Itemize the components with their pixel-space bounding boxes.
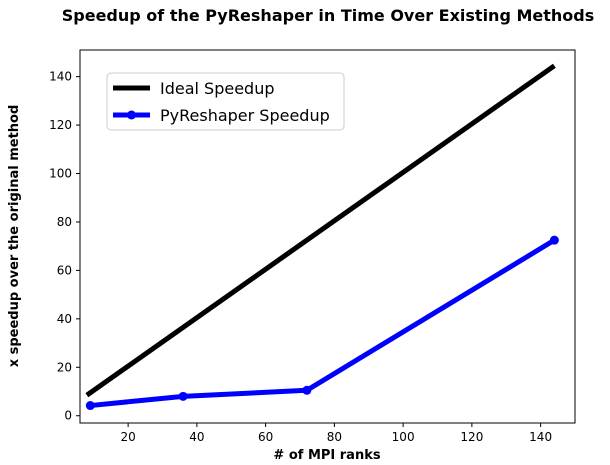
plot-frame [79,49,576,424]
x-axis-label: # of MPI ranks [273,448,380,463]
y-tick-label: 100 [49,167,72,181]
y-tick-label: 80 [57,215,72,229]
chart-title: Speedup of the PyReshaper in Time Over E… [62,6,595,25]
x-tick-label: 100 [392,430,415,444]
legend-label: PyReshaper Speedup [160,106,330,125]
y-tick-label: 0 [64,409,72,423]
y-tick-label: 140 [49,70,72,84]
series-point [85,401,95,411]
series-layer [85,63,559,411]
x-tick-label: 140 [529,430,552,444]
x-axis: 20 40 60 80 100 120 140 [120,423,552,444]
y-tick-label: 40 [57,312,72,326]
series-point [178,391,188,401]
x-tick-label: 60 [258,430,273,444]
x-tick-label: 80 [327,430,342,444]
x-tick-label: 120 [460,430,483,444]
series-line-1 [90,237,556,409]
y-axis-label: x speedup over the original method [7,105,22,368]
series-point [302,385,312,395]
legend: Ideal Speedup PyReshaper Speedup [106,72,345,131]
y-tick-label: 120 [49,118,72,132]
y-axis: 0 20 40 60 80 100 120 140 [49,70,80,423]
legend-marker [127,110,136,120]
x-tick-label: 40 [189,430,204,444]
x-tick-label: 20 [120,430,135,444]
y-tick-label: 20 [57,360,72,374]
plot-area [79,49,576,424]
legend-label: Ideal Speedup [160,79,275,98]
series-point [549,235,559,245]
legend-box [106,72,345,131]
series-line-0 [85,63,556,398]
y-tick-label: 60 [57,263,72,277]
